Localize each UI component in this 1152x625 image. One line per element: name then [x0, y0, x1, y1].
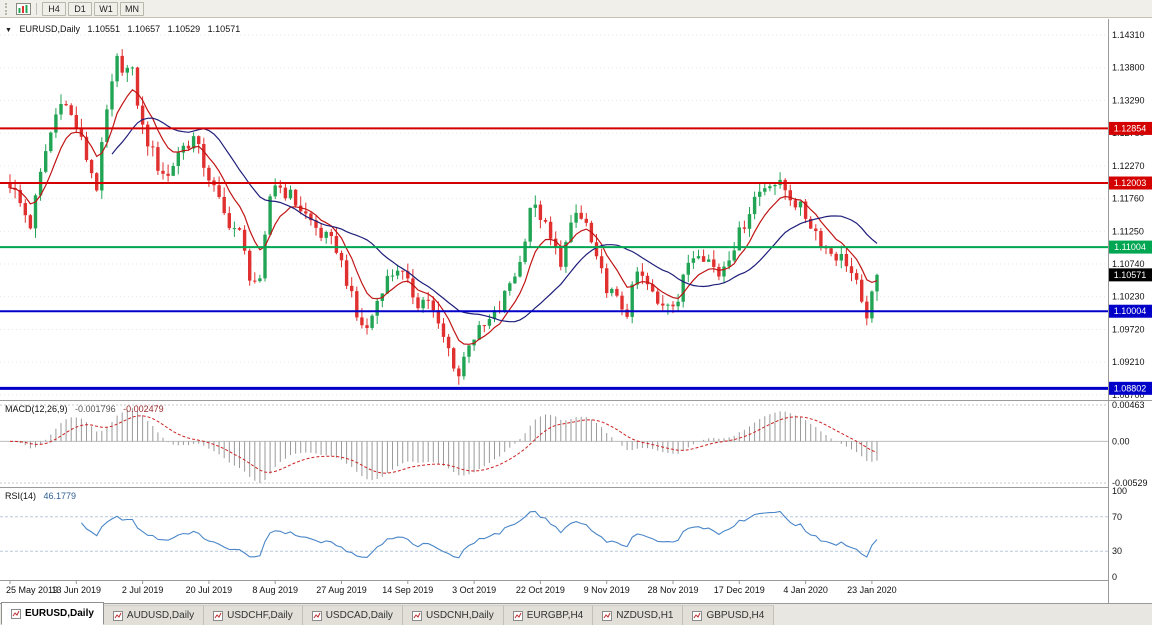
chart-tab-label: AUDUSD,Daily [126, 610, 195, 621]
svg-text:1.12003: 1.12003 [1114, 178, 1147, 188]
ohlc-close: 1.10571 [207, 24, 241, 34]
svg-text:1.11004: 1.11004 [1114, 242, 1146, 252]
chart-tab-usdcad[interactable]: USDCAD,Daily [302, 605, 403, 625]
chart-tab-nzdusd[interactable]: NZDUSD,H1 [593, 605, 684, 625]
chart-tab-icon [213, 610, 224, 621]
chart-tab-bar: EURUSD,Daily AUDUSD,Daily USDCHF,Daily U… [0, 602, 1152, 625]
timeframe-toolbar: H4 D1 W1 MN [0, 0, 1152, 18]
macd-main-value: -0.001796 [75, 404, 116, 414]
chart-tab-icon [311, 610, 322, 621]
timeframe-h4-button[interactable]: H4 [42, 1, 66, 16]
chart-tab-label: USDCAD,Daily [325, 610, 393, 621]
svg-text:0.00463: 0.00463 [1112, 400, 1145, 410]
macd-label: MACD(12,26,9) [5, 404, 68, 414]
svg-text:13 Jun 2019: 13 Jun 2019 [52, 585, 102, 595]
svg-text:1.10004: 1.10004 [1114, 306, 1147, 316]
svg-text:1.12854: 1.12854 [1114, 123, 1147, 133]
chart-tab-label: USDCNH,Daily [425, 610, 494, 621]
svg-text:8 Aug 2019: 8 Aug 2019 [252, 585, 298, 595]
svg-text:1.11760: 1.11760 [1112, 194, 1144, 204]
ohlc-open: 1.10551 [87, 24, 121, 34]
svg-text:1.10230: 1.10230 [1112, 292, 1145, 302]
svg-text:1.10571: 1.10571 [1114, 270, 1147, 280]
ohlc-low: 1.10529 [167, 24, 201, 34]
ohlc-high: 1.10657 [127, 24, 161, 34]
chart-ohlc-header: ▼ EURUSD,Daily 1.10551 1.10657 1.10529 1… [5, 24, 245, 34]
timeframe-mn-button[interactable]: MN [120, 1, 144, 16]
chart-tab-icon [692, 610, 703, 621]
svg-text:1.09720: 1.09720 [1112, 324, 1145, 334]
chart-symbol-period: EURUSD,Daily [19, 24, 80, 34]
symbol-dropdown-icon[interactable]: ▼ [5, 27, 12, 34]
svg-text:25 May 2019: 25 May 2019 [6, 585, 58, 595]
chart-tab-icon [602, 610, 613, 621]
svg-text:1.08802: 1.08802 [1114, 383, 1147, 393]
svg-text:0.00: 0.00 [1112, 436, 1130, 446]
svg-text:23 Jan 2020: 23 Jan 2020 [847, 585, 897, 595]
timeframe-w1-button[interactable]: W1 [94, 1, 118, 16]
rsi-header: RSI(14) 46.1779 [5, 491, 81, 501]
svg-text:2 Jul 2019: 2 Jul 2019 [122, 585, 164, 595]
svg-text:1.09210: 1.09210 [1112, 357, 1145, 367]
chart-tab-icon [11, 608, 21, 619]
svg-text:28 Nov 2019: 28 Nov 2019 [647, 585, 698, 595]
toolbar-gripper[interactable] [5, 2, 11, 15]
chart-tab-icon [512, 610, 523, 621]
chart-tab-audusd[interactable]: AUDUSD,Daily [103, 605, 205, 625]
svg-text:1.13290: 1.13290 [1112, 95, 1145, 105]
svg-text:1.10740: 1.10740 [1112, 259, 1145, 269]
svg-text:1.14310: 1.14310 [1112, 30, 1145, 40]
macd-signal-value: -0.002479 [123, 404, 164, 414]
svg-text:3 Oct 2019: 3 Oct 2019 [452, 585, 496, 595]
chart-tab-icon [411, 610, 422, 621]
svg-text:1.11250: 1.11250 [1112, 226, 1144, 236]
svg-text:17 Dec 2019: 17 Dec 2019 [714, 585, 765, 595]
chart-tab-label: EURUSD,Daily [25, 608, 94, 619]
svg-text:0: 0 [1112, 572, 1117, 582]
svg-text:1.08700: 1.08700 [1112, 390, 1145, 400]
chart-tab-label: USDCHF,Daily [227, 610, 293, 621]
svg-text:-0.00529: -0.00529 [1112, 478, 1148, 488]
rsi-label: RSI(14) [5, 491, 37, 501]
svg-text:100: 100 [1112, 486, 1127, 496]
chart-tab-usdcnh[interactable]: USDCNH,Daily [402, 605, 504, 625]
chart-tab-eurgbp[interactable]: EURGBP,H4 [503, 605, 594, 625]
svg-text:1.13800: 1.13800 [1112, 63, 1145, 73]
rsi-value: 46.1779 [43, 491, 77, 501]
chart-window-icon[interactable] [14, 2, 32, 15]
chart-tab-icon [112, 610, 123, 621]
svg-text:27 Aug 2019: 27 Aug 2019 [316, 585, 367, 595]
svg-text:4 Jan 2020: 4 Jan 2020 [783, 585, 828, 595]
svg-text:22 Oct 2019: 22 Oct 2019 [516, 585, 565, 595]
chart-tab-gbpusd[interactable]: GBPUSD,H4 [683, 605, 775, 625]
chart-tab-usdchf[interactable]: USDCHF,Daily [204, 605, 303, 625]
svg-text:30: 30 [1112, 546, 1122, 556]
chart-tab-label: NZDUSD,H1 [616, 610, 674, 621]
chart-tab-label: GBPUSD,H4 [706, 610, 765, 621]
svg-text:9 Nov 2019: 9 Nov 2019 [584, 585, 630, 595]
svg-text:70: 70 [1112, 512, 1122, 522]
timeframe-d1-button[interactable]: D1 [68, 1, 92, 16]
chart-tab-eurusd[interactable]: EURUSD,Daily [1, 602, 104, 625]
svg-text:20 Jul 2019: 20 Jul 2019 [186, 585, 233, 595]
macd-header: MACD(12,26,9) -0.001796 -0.002479 [5, 404, 169, 414]
chart-tab-label: EURGBP,H4 [526, 610, 584, 621]
svg-text:1.12270: 1.12270 [1112, 161, 1145, 171]
svg-text:14 Sep 2019: 14 Sep 2019 [382, 585, 433, 595]
toolbar-separator [36, 2, 37, 15]
